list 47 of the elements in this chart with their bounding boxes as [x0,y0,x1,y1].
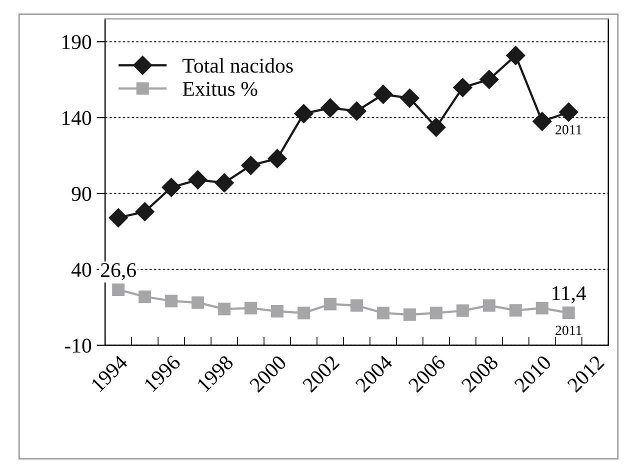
point [112,283,125,296]
y-tick-label: 90 [72,186,92,201]
data-label: 11,4 [552,286,586,304]
annotation: 2011 [556,125,582,134]
point [347,102,366,121]
point [135,202,154,222]
point [376,306,390,320]
point [453,78,472,98]
point [294,104,314,124]
point [214,173,234,192]
point [509,304,522,317]
point [562,306,575,320]
legend-label: Total nacidos [182,58,293,73]
point [138,290,152,303]
point [324,298,336,310]
annotation: 2011 [556,326,582,336]
point [482,299,496,312]
point [350,299,363,312]
y-tick-label: 40 [71,262,92,277]
point [559,102,578,122]
point [480,70,499,90]
data-label: 26,6 [101,263,136,280]
point [426,118,446,137]
point [241,156,260,175]
point [162,178,181,197]
point [456,304,469,317]
point [271,305,284,318]
point [320,98,340,118]
y-tick-label: -10 [64,338,92,353]
point [536,302,548,314]
point [244,302,258,314]
point [403,308,416,321]
point [298,306,310,320]
y-tick-label: 140 [62,110,92,126]
point [400,88,420,108]
point [374,84,393,104]
point [430,306,442,320]
point [506,46,526,66]
legend-label: Exitus % [182,82,258,96]
point [218,302,231,316]
point [188,170,208,190]
y-tick-label: 190 [62,35,92,50]
point [165,294,178,308]
point [532,112,552,131]
point [268,149,287,168]
point [108,208,128,228]
point [192,296,204,309]
